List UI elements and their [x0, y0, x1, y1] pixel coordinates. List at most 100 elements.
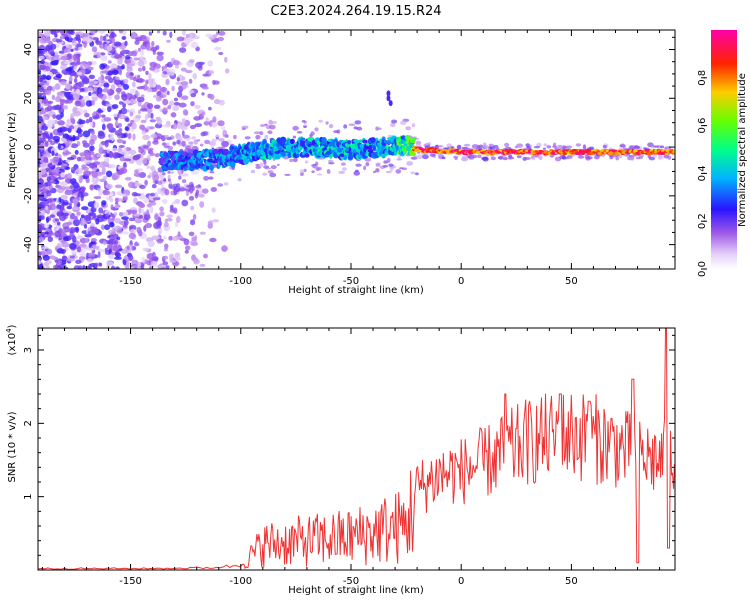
spectrogram-cell — [184, 245, 191, 251]
spectrogram-cell — [48, 198, 53, 203]
spectrogram-cell — [134, 169, 139, 174]
spectrogram-cell — [89, 184, 93, 191]
spectrogram-cell — [51, 94, 56, 101]
colorbar-tick-label: 0.4 — [697, 165, 708, 181]
spectrogram-cell — [140, 85, 145, 89]
spectrogram-cell — [195, 185, 202, 189]
spectrogram-cell — [73, 184, 81, 192]
spectrogram-cell — [39, 77, 44, 82]
spectrogram-cell — [355, 163, 362, 167]
spectrogram-cell — [62, 134, 67, 139]
spectrogram-cell — [85, 100, 93, 107]
spectrogram-cell — [565, 145, 573, 149]
spectrogram-cell — [89, 226, 98, 230]
spectrogram-cell — [137, 74, 141, 81]
spectrogram-cell — [162, 107, 168, 112]
spectrogram-cell — [38, 151, 41, 159]
spectrogram-cell — [143, 197, 150, 204]
spectrogram-ridge-cell — [506, 152, 510, 155]
spectrogram-cell — [97, 248, 106, 253]
spectrogram-cell — [60, 259, 67, 265]
spectrogram-cell — [88, 162, 96, 169]
spectrogram-cell — [99, 63, 106, 70]
spectrogram-cell — [75, 226, 79, 233]
spectrogram-cell — [354, 120, 362, 125]
spectrogram-cell — [114, 184, 123, 189]
spectrogram-ridge-cell — [321, 137, 327, 144]
spectrogram-cell — [44, 51, 49, 56]
spectrogram-cell — [56, 187, 64, 193]
spectrogram-cell — [72, 86, 78, 90]
spectrogram-cell — [388, 100, 393, 107]
spectrogram-cell — [44, 89, 52, 96]
spectrogram-cell — [195, 61, 203, 69]
spectrogram-cell — [132, 31, 136, 37]
spectrogram-cell — [169, 257, 173, 262]
spectrogram-cell — [127, 210, 132, 215]
spectrogram-cell — [77, 123, 84, 128]
spectrogram-cell — [128, 232, 136, 239]
spectrogram-cell — [114, 130, 123, 136]
spectrogram-cell — [114, 120, 119, 127]
spectrogram-cell — [116, 236, 121, 241]
spectrogram-cell — [155, 96, 162, 102]
spectrogram-cell — [79, 61, 87, 67]
spectrogram-cell — [561, 145, 567, 151]
spectrogram-cell — [140, 46, 147, 50]
spectrogram-cell — [172, 60, 180, 66]
spectrogram-cell — [203, 253, 208, 259]
spectrogram-cell — [100, 224, 106, 230]
spectrogram-cell — [46, 190, 52, 197]
snr-ylabel: SNR (10 * v/v) — [7, 411, 18, 482]
snr-y-ticks: 1 2 3 — [23, 334, 675, 556]
spectrogram-cell — [264, 134, 269, 140]
spectrogram-ridge-cell — [209, 164, 214, 172]
spectrogram-cell — [195, 189, 200, 196]
spectrogram-cell — [391, 119, 398, 124]
spectrogram-cell — [91, 46, 98, 53]
spectrogram-cell — [106, 149, 111, 154]
spectrogram-cell — [383, 160, 389, 164]
snr-series-line — [38, 328, 675, 570]
spectrogram-cell — [215, 136, 219, 140]
spectrogram-cell — [149, 206, 154, 214]
spectrogram-cell — [73, 65, 78, 72]
spectrogram-cell — [132, 81, 136, 88]
spectrogram-cell — [107, 70, 113, 76]
spectrogram-cell — [77, 191, 84, 198]
spectrogram-cell — [167, 178, 171, 182]
spectrogram-cell — [163, 255, 169, 260]
spectrogram-cell — [75, 168, 83, 174]
spectrogram-cell — [45, 260, 52, 265]
spectrogram-cell — [50, 61, 55, 66]
spectrogram-cell — [304, 160, 309, 164]
spectrogram-cell — [171, 201, 177, 205]
spectrogram-cell — [508, 154, 512, 159]
spectrogram-cell — [60, 55, 69, 61]
spectrogram-cell — [437, 153, 443, 157]
spectrogram-cell — [44, 182, 49, 187]
spectrogram-cell — [255, 134, 261, 140]
spectrogram-ylabel: Frequency (Hz) — [7, 112, 18, 188]
spectrogram-cell — [96, 87, 103, 94]
spectrogram-cell — [471, 144, 479, 149]
spectrogram-cell — [192, 214, 197, 220]
spectrogram-cell — [355, 169, 359, 172]
spectrogram-cell — [151, 40, 155, 47]
colorbar: 0.0 0.2 0.4 0.6 0.8 Normalized spectral ampl… — [697, 30, 748, 277]
spectrogram-cell — [411, 123, 416, 128]
colorbar-label: Normalized spectral amplitude — [737, 73, 748, 227]
spectrogram-cell — [244, 136, 251, 140]
y-tick-label: 2 — [23, 420, 34, 426]
spectrogram-cell — [165, 78, 170, 86]
spectrogram-cell — [542, 147, 547, 150]
spectrogram-cell — [211, 138, 217, 143]
spectrogram-cell — [135, 90, 139, 97]
spectrogram-cell — [152, 197, 161, 201]
spectrogram-cell — [635, 157, 641, 160]
x-tick-label: -100 — [229, 576, 252, 587]
spectrogram-cell — [373, 170, 376, 173]
spectrogram-cell — [58, 197, 62, 203]
spectrogram-cell — [62, 201, 69, 206]
